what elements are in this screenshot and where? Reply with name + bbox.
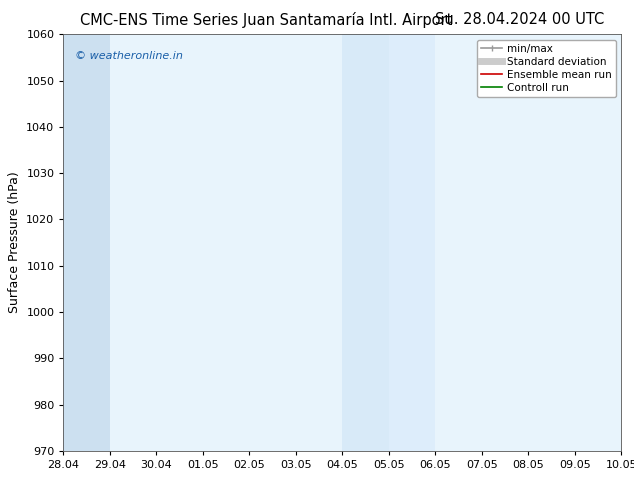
Text: CMC-ENS Time Series Juan Santamaría Intl. Airport: CMC-ENS Time Series Juan Santamaría Intl… <box>80 12 453 28</box>
Legend: min/max, Standard deviation, Ensemble mean run, Controll run: min/max, Standard deviation, Ensemble me… <box>477 40 616 97</box>
Bar <box>342 34 389 451</box>
Text: Su. 28.04.2024 00 UTC: Su. 28.04.2024 00 UTC <box>436 12 604 27</box>
Bar <box>389 34 436 451</box>
Bar <box>63 34 110 451</box>
Y-axis label: Surface Pressure (hPa): Surface Pressure (hPa) <box>8 172 21 314</box>
Text: © weatheronline.in: © weatheronline.in <box>75 51 183 61</box>
